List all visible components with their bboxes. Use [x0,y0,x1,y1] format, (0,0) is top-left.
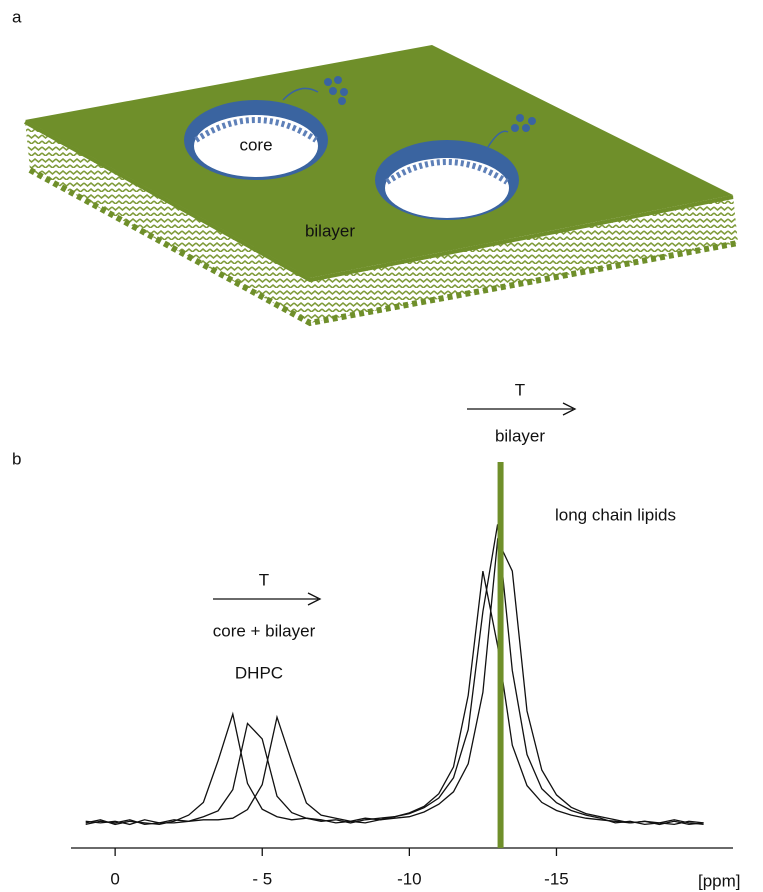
x-tick-label: 0 [110,869,119,888]
annotation: core + bilayer [213,621,316,640]
core-label: core [239,135,272,154]
annotation: long chain lipids [555,505,676,524]
panel-label: a [12,7,22,26]
pore [375,140,519,220]
arrow [467,402,577,416]
x-tick-label: - 5 [252,869,272,888]
pore [184,100,328,180]
spectrum-line [85,537,704,826]
x-tick-label: -10 [397,869,422,888]
annotation: T [259,570,269,589]
x-tick-label: -15 [544,869,569,888]
x-axis-label: [ppm] [698,871,741,890]
annotation: T [515,380,525,399]
spectrum-line [85,570,704,826]
bilayer-slab [24,45,739,327]
arrow [213,592,322,606]
bilayer-label: bilayer [305,221,355,240]
panel-label: b [12,449,21,468]
exchange-arrows [282,76,536,148]
spectrum-line [85,524,704,826]
annotation: bilayer [495,426,545,445]
annotation: DHPC [235,663,283,682]
